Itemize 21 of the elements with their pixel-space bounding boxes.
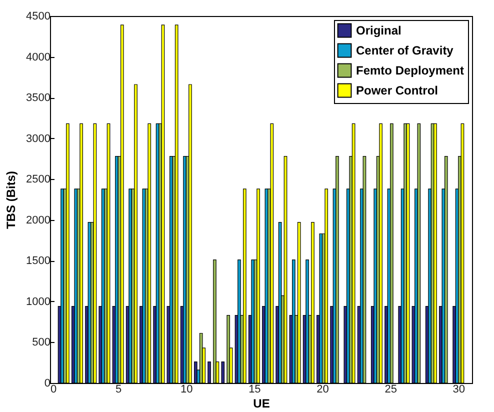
legend-label: Power Control	[356, 84, 438, 98]
x-tick-label: 30	[452, 384, 466, 396]
y-tick-label: 2500	[26, 174, 50, 186]
x-tick-label: 20	[316, 384, 329, 396]
x-axis-title: UE	[253, 396, 270, 410]
y-tick-label: 1000	[26, 296, 50, 308]
legend-label: Femto Deployment	[356, 64, 464, 78]
y-tick-label: 4000	[26, 51, 50, 64]
legend-label: Original	[356, 24, 402, 38]
y-tick-label: 3000	[26, 132, 50, 145]
y-axis-title: TBS (Bits)	[4, 171, 18, 229]
x-tick-label: 5	[116, 384, 122, 396]
y-tick-label: 500	[32, 336, 50, 349]
legend-label: Center of Gravity	[356, 44, 454, 58]
y-tick-label: 4500	[26, 10, 50, 22]
y-tick-label: 1500	[26, 255, 50, 268]
x-tick-label: 10	[180, 384, 193, 396]
y-tick-label: 2000	[26, 214, 50, 226]
x-tick-label: 15	[248, 384, 261, 396]
y-tick-label: 3500	[26, 92, 50, 104]
x-tick-label: 25	[384, 384, 397, 396]
